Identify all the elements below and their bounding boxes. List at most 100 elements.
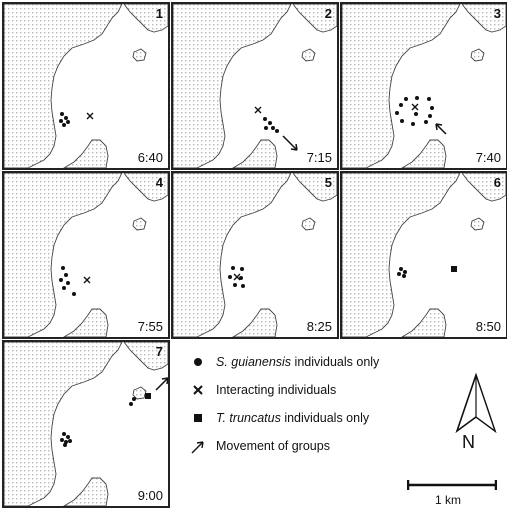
landmass-shape xyxy=(123,173,168,202)
landmass-shape xyxy=(173,4,292,168)
sotalia-marker xyxy=(60,438,64,442)
sotalia-marker xyxy=(239,276,243,280)
interacting-marker xyxy=(83,276,91,284)
panel-number: 6 xyxy=(493,175,501,190)
panel-time: 8:50 xyxy=(475,319,501,334)
sotalia-marker xyxy=(264,126,268,130)
panel-time: 9:00 xyxy=(137,488,163,503)
landmass-shape xyxy=(63,139,109,168)
interacting-marker xyxy=(86,112,94,120)
legend-tursiops-rest: individuals only xyxy=(280,411,370,425)
north-arrow-icon xyxy=(455,373,497,434)
sotalia-marker xyxy=(424,120,428,124)
sotalia-marker xyxy=(395,111,399,115)
map-panel-3: 3 7:40 xyxy=(340,2,507,170)
landmass-shape xyxy=(232,139,278,168)
landmass-shape xyxy=(63,477,109,506)
islet-shape xyxy=(132,386,147,400)
coastline-map xyxy=(342,173,506,337)
scale-bar xyxy=(407,480,497,490)
islet-shape xyxy=(470,48,485,62)
sotalia-marker xyxy=(129,402,133,406)
square-symbol-icon xyxy=(188,408,208,428)
scale-label: 1 km xyxy=(435,493,462,507)
panel-number: 5 xyxy=(324,175,332,190)
interacting-marker xyxy=(254,106,262,114)
landmass-shape xyxy=(401,308,447,337)
coastline-map xyxy=(173,4,337,168)
map-legend: S. guianensis individuals only Interacti… xyxy=(170,340,507,510)
landmass-shape xyxy=(461,4,506,33)
panel-time: 7:40 xyxy=(475,150,501,165)
sotalia-marker xyxy=(403,270,407,274)
tursiops-marker xyxy=(145,393,151,399)
landmass-shape xyxy=(461,173,506,202)
sotalia-marker xyxy=(62,432,66,436)
sotalia-marker xyxy=(402,274,406,278)
coastline-map xyxy=(4,4,168,168)
legend-item-movement: Movement of groups xyxy=(188,436,330,456)
sotalia-marker xyxy=(241,284,245,288)
landmass-shape xyxy=(292,4,337,33)
islet-shape xyxy=(132,48,147,62)
islet-shape xyxy=(301,48,316,62)
panel-number: 2 xyxy=(324,6,332,21)
islet-shape xyxy=(301,217,316,231)
map-panel-2: 2 7:15 xyxy=(171,2,339,170)
legend-tursiops-species: T. truncatus xyxy=(216,411,281,425)
sotalia-marker xyxy=(59,278,63,282)
north-label: N xyxy=(462,432,475,452)
islet-shape xyxy=(132,217,147,231)
landmass-shape xyxy=(232,308,278,337)
cross-symbol-icon xyxy=(188,380,208,400)
sotalia-marker xyxy=(415,96,419,100)
sotalia-marker xyxy=(397,272,401,276)
sotalia-marker xyxy=(64,273,68,277)
sotalia-marker xyxy=(132,397,136,401)
panel-time: 7:15 xyxy=(306,150,332,165)
coastline-map xyxy=(342,4,506,168)
landmass-shape xyxy=(123,342,168,371)
sotalia-marker xyxy=(68,439,72,443)
panel-number: 3 xyxy=(493,6,501,21)
movement-arrow xyxy=(282,135,298,151)
landmass-shape xyxy=(4,173,123,337)
sotalia-marker xyxy=(62,123,66,127)
sotalia-marker xyxy=(427,97,431,101)
sotalia-marker xyxy=(400,119,404,123)
landmass-shape xyxy=(401,139,447,168)
interacting-marker xyxy=(411,103,419,111)
sotalia-marker xyxy=(268,121,272,125)
coastline-map xyxy=(173,173,337,337)
landmass-shape xyxy=(123,4,168,33)
legend-item-interacting: Interacting individuals xyxy=(188,380,336,400)
coastline-map xyxy=(4,342,168,506)
movement-arrow xyxy=(435,123,447,135)
legend-item-tursiops: T. truncatus individuals only xyxy=(188,408,369,428)
map-panel-6: 6 8:50 xyxy=(340,171,507,339)
sotalia-marker xyxy=(271,126,275,130)
legend-sotalia-rest: individuals only xyxy=(291,355,380,369)
sotalia-marker xyxy=(66,120,70,124)
landmass-shape xyxy=(4,342,123,506)
dot-symbol-icon xyxy=(188,352,208,372)
sotalia-marker xyxy=(66,281,70,285)
sotalia-marker xyxy=(62,286,66,290)
panel-time: 7:55 xyxy=(137,319,163,334)
sotalia-marker xyxy=(411,122,415,126)
map-panel-4: 4 7:55 xyxy=(2,171,170,339)
legend-interacting-label: Interacting individuals xyxy=(216,383,337,397)
landmass-shape xyxy=(4,4,123,168)
sotalia-marker xyxy=(263,117,267,121)
sotalia-marker xyxy=(61,266,65,270)
tursiops-marker xyxy=(451,266,457,272)
sotalia-marker xyxy=(72,292,76,296)
panel-number: 4 xyxy=(155,175,163,190)
panel-time: 8:25 xyxy=(306,319,332,334)
sotalia-marker xyxy=(64,116,68,120)
sotalia-marker xyxy=(404,97,408,101)
landmass-shape xyxy=(292,173,337,202)
legend-movement-label: Movement of groups xyxy=(216,439,330,453)
map-panel-7: 7 9:00 xyxy=(2,340,170,508)
